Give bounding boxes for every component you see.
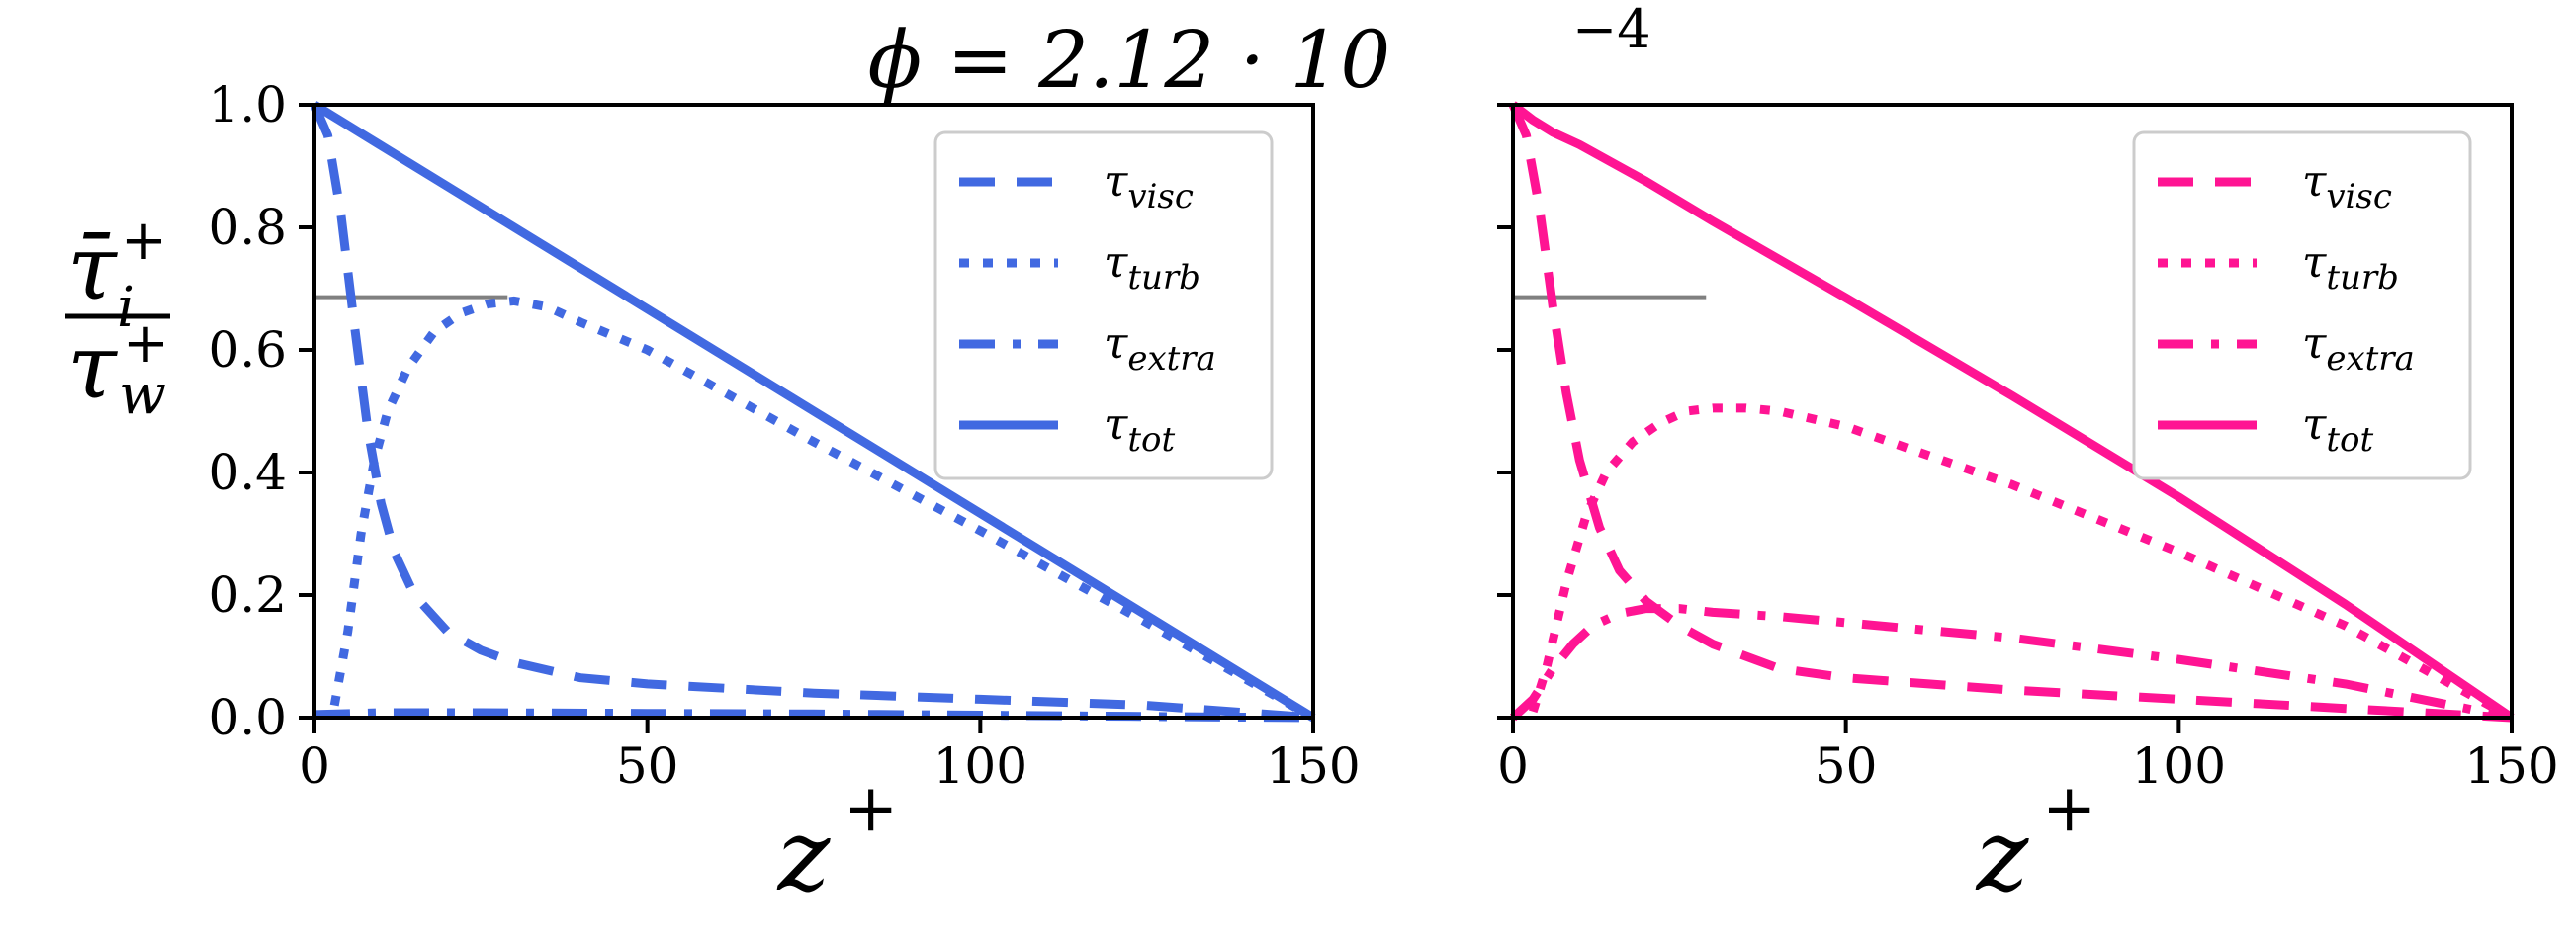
- x-tick-label: 150: [1266, 737, 1360, 795]
- plot-frame: [1511, 103, 2514, 720]
- legend-label-visc: τvisc: [1104, 156, 1194, 216]
- legend-box: [2132, 130, 2472, 480]
- series-line-tot: [1510, 101, 2515, 722]
- y-tick-label: 0.0: [208, 689, 287, 746]
- x-tick-label: 150: [2464, 737, 2558, 795]
- y-label-numerator-sup: +: [121, 209, 167, 273]
- x-tick-label: 100: [2132, 737, 2226, 795]
- x-axis-label-sup: +: [844, 770, 898, 846]
- legend-label-tot: τtot: [1104, 399, 1175, 460]
- legend-box: [933, 130, 1274, 480]
- x-tick-label: 50: [616, 737, 679, 795]
- legend-label-extra: τextra: [2302, 318, 2415, 379]
- series-line-extra: [1509, 604, 2513, 723]
- y-tick-label: 0.4: [208, 444, 287, 501]
- y-tick-label: 0.6: [208, 321, 287, 379]
- x-tick-label: 50: [1815, 737, 1878, 795]
- plot-frame: [312, 103, 1315, 720]
- y-tick-label: 0.8: [208, 199, 287, 256]
- x-tick-label: 0: [1497, 737, 1529, 795]
- legend-label-turb: τturb: [1104, 237, 1200, 298]
- panel-right: 0 50 100 150 z + τvisc τturb τextra τtot: [1497, 101, 2559, 913]
- series-line-tot: [311, 101, 1316, 722]
- figure-title: ϕ = 2.12 · 10: [868, 14, 1391, 106]
- x-tick-label: 0: [299, 737, 330, 795]
- y-label-denominator-sub: w: [119, 363, 166, 427]
- series-line-turb: [329, 296, 1316, 722]
- y-label-numerator-sub: i: [117, 276, 134, 340]
- legend: τvisc τturb τextra τtot: [933, 130, 1274, 480]
- series-line-visc: [310, 103, 1314, 723]
- x-axis-label: z: [777, 798, 832, 913]
- legend: τvisc τturb τextra τtot: [2132, 130, 2472, 480]
- y-label-numerator: τ̄: [67, 216, 118, 320]
- x-axis-label: z: [1976, 798, 2030, 913]
- y-axis-label: τ̄ + i τ + w: [65, 209, 170, 427]
- y-tick-label: 1.0: [208, 76, 287, 133]
- figure-title-exponent: −4: [1572, 0, 1651, 60]
- x-tick-label: 100: [933, 737, 1027, 795]
- series-line-turb: [1528, 403, 2515, 722]
- legend-label-visc: τvisc: [2302, 156, 2392, 216]
- legend-label-extra: τextra: [1104, 318, 1216, 379]
- y-tick-label: 0.2: [208, 566, 287, 624]
- legend-label-tot: τtot: [2302, 399, 2373, 460]
- y-label-denominator: τ: [67, 315, 118, 419]
- legend-label-turb: τturb: [2302, 237, 2399, 298]
- y-label-denominator-sup: +: [123, 311, 169, 376]
- series-line-visc: [1508, 103, 2513, 723]
- x-axis-label-sup: +: [2042, 770, 2096, 846]
